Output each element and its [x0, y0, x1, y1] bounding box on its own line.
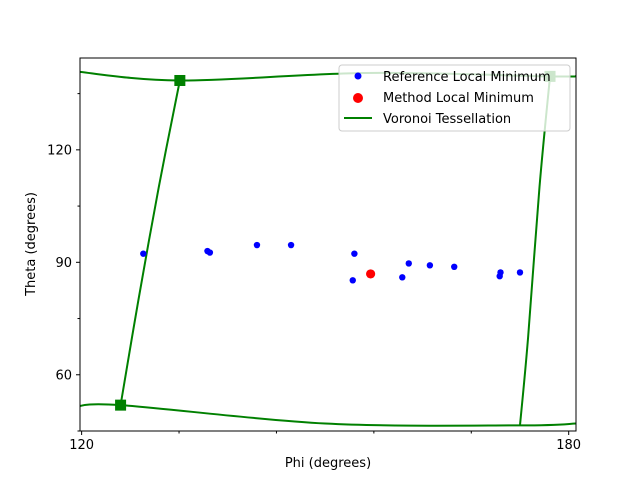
voronoi-vertex-1: [174, 74, 186, 86]
reference-minimum-point-13: [516, 269, 524, 276]
reference-minimum-point-3: [253, 241, 261, 249]
reference-minimum-point-2: [206, 249, 214, 256]
reference-minimum-point-7: [399, 274, 406, 281]
y-tick-label-2: 120: [47, 143, 72, 158]
plot-frame: [79, 57, 577, 432]
voronoi-vertex-0: [115, 399, 127, 411]
legend-marker-method: [353, 93, 363, 103]
legend-marker-reference: [354, 72, 362, 80]
points-layer: [140, 241, 524, 284]
reference-minimum-point-0: [140, 250, 147, 257]
legend-label-voronoi: Voronoi Tessellation: [383, 112, 511, 127]
reference-minimum-point-8: [405, 260, 412, 267]
legend: Reference Local Minimum Method Local Min…: [338, 64, 571, 132]
y-tick-label-1: 90: [55, 256, 72, 271]
x-tick-label-0: 120: [69, 438, 94, 453]
reference-minimum-point-5: [349, 277, 356, 284]
x-axis: 120 180: [69, 431, 581, 453]
y-tick-label-0: 60: [55, 368, 72, 383]
voronoi-edge-1: [119, 80, 181, 406]
legend-label-reference: Reference Local Minimum: [383, 70, 551, 85]
y-axis-label: Theta (degrees): [24, 192, 39, 297]
reference-minimum-point-10: [451, 263, 458, 271]
method-minimum-point-0: [366, 269, 376, 279]
x-axis-label: Phi (degrees): [285, 456, 371, 471]
reference-minimum-point-12: [497, 269, 504, 276]
reference-minimum-point-4: [287, 241, 295, 249]
reference-minimum-point-9: [426, 262, 434, 269]
legend-label-method: Method Local Minimum: [383, 91, 534, 106]
reference-minimum-point-6: [351, 250, 358, 257]
legend-box: [338, 64, 571, 132]
y-axis: 60 90 120: [47, 93, 80, 432]
voronoi-edge-0: [80, 403, 576, 427]
x-tick-label-1: 180: [556, 438, 581, 453]
